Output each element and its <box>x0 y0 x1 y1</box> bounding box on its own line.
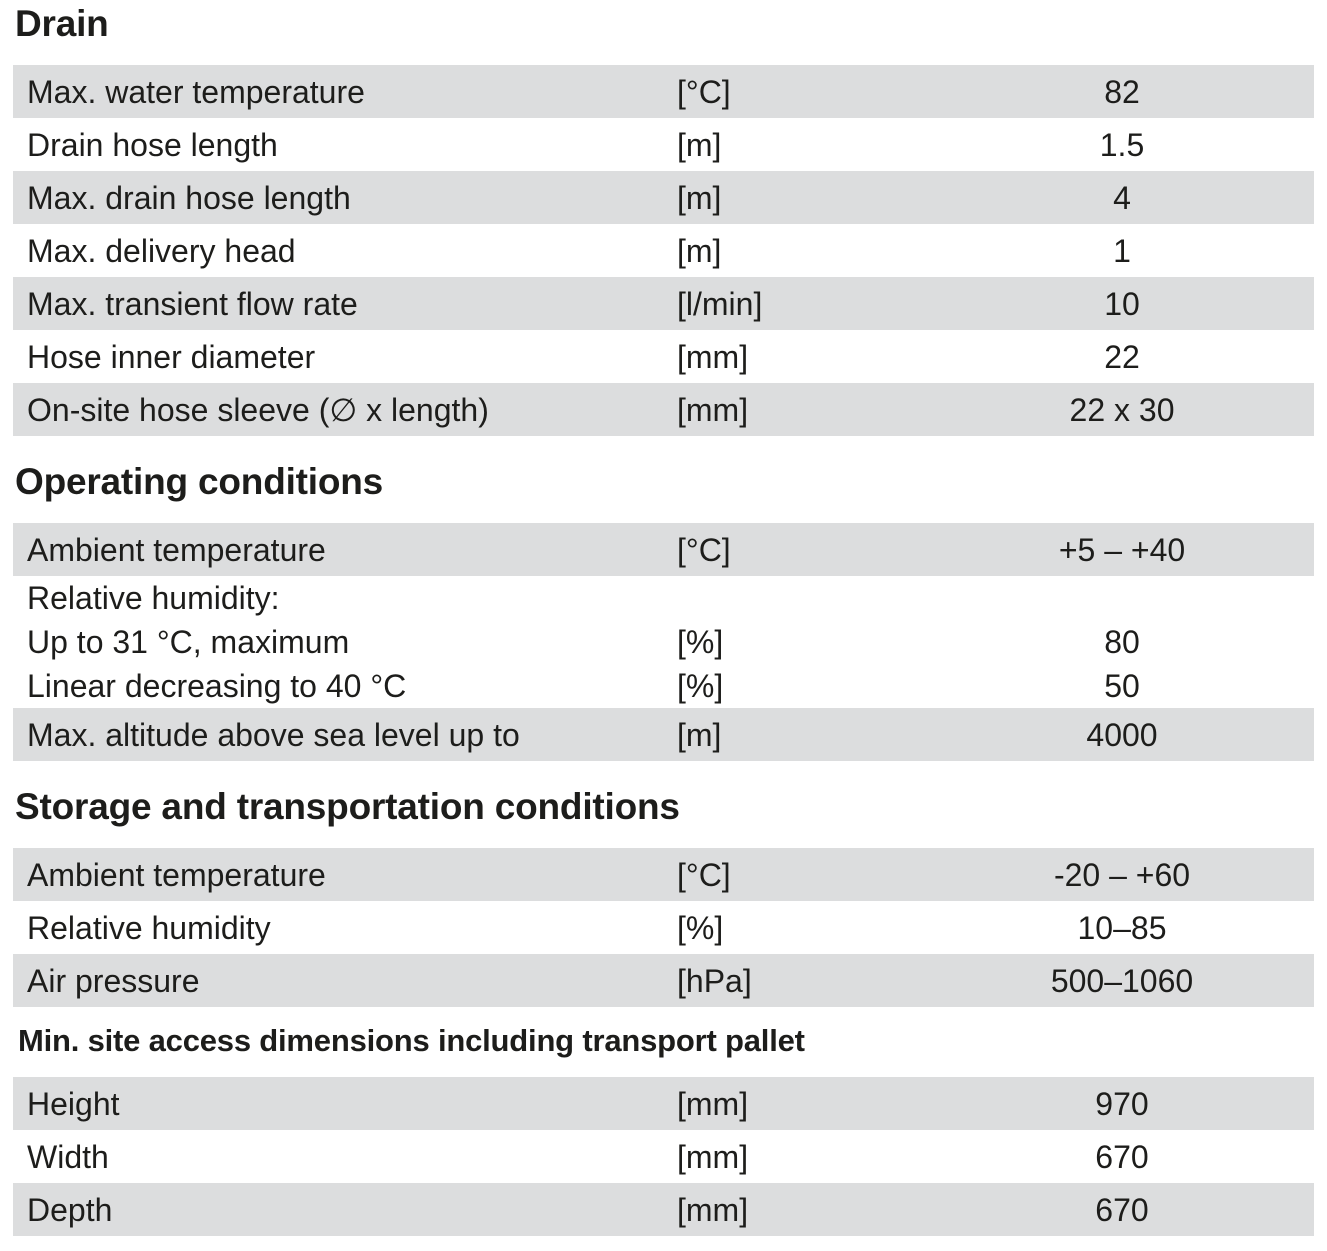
table-row: Max. transient flow rate [l/min] 10 <box>13 277 1314 330</box>
spec-value: 500–1060 <box>1050 962 1194 999</box>
spec-unit: [mm] <box>677 1138 749 1175</box>
spec-unit: [mm] <box>677 391 749 428</box>
spec-unit: [°C] <box>677 73 731 110</box>
spec-label: Max. water temperature <box>27 73 365 110</box>
spec-label: On-site hose sleeve (∅ x length) <box>27 391 489 428</box>
spec-label: Air pressure <box>27 962 200 999</box>
spec-value-line: 80 <box>1104 624 1140 660</box>
table-row: Ambient temperature [°C] +5 – +40 <box>13 523 1314 576</box>
spec-value: -20 – +60 <box>1053 856 1191 893</box>
spec-unit-line <box>677 576 930 620</box>
spec-value: 22 x 30 <box>1069 391 1175 428</box>
spec-unit: [hPa] <box>677 962 752 999</box>
table-row: Height [mm] 970 <box>13 1077 1314 1130</box>
table-row: Max. water temperature [°C] 82 <box>13 65 1314 118</box>
spec-table-site-access: Height [mm] 970 Width [mm] 670 Depth [mm… <box>13 1077 1314 1236</box>
spec-value: 22 <box>1104 338 1140 375</box>
table-row: Relative humidity [%] 10–85 <box>13 901 1314 954</box>
spec-label: Drain hose length <box>27 126 278 163</box>
table-row: Max. delivery head [m] 1 <box>13 224 1314 277</box>
table-row: Ambient temperature [°C] -20 – +60 <box>13 848 1314 901</box>
spec-value: 10–85 <box>1077 909 1167 946</box>
table-row: Relative humidity: Up to 31 °C, maximum … <box>13 576 1314 708</box>
spec-label-line: Relative humidity: <box>27 580 280 616</box>
spec-unit-line: [%] <box>677 624 724 660</box>
spec-label: Hose inner diameter <box>27 338 316 375</box>
spec-unit: [%] <box>677 909 724 946</box>
spec-value: +5 – +40 <box>1058 531 1186 568</box>
spec-unit: [mm] <box>677 1191 749 1228</box>
spec-value: 1 <box>1113 232 1131 269</box>
spec-table-drain: Max. water temperature [°C] 82 Drain hos… <box>13 65 1314 436</box>
spec-value: 4000 <box>1086 716 1158 753</box>
spec-label: Relative humidity <box>27 909 271 946</box>
spec-value-line <box>930 576 1314 620</box>
table-row: On-site hose sleeve (∅ x length) [mm] 22… <box>13 383 1314 436</box>
spec-unit: [%] [%] <box>677 576 930 708</box>
spec-label: Depth <box>27 1191 113 1228</box>
spec-value-line: 50 <box>1104 668 1140 704</box>
spec-value: 80 50 <box>930 576 1314 708</box>
spec-value: 1.5 <box>1099 126 1145 163</box>
spec-unit: [°C] <box>677 531 731 568</box>
table-row: Width [mm] 670 <box>13 1130 1314 1183</box>
spec-label: Ambient temperature <box>27 531 326 568</box>
spec-label-line: Linear decreasing to 40 °C <box>27 668 407 704</box>
spec-unit: [l/min] <box>677 285 763 322</box>
section-heading-drain: Drain <box>15 3 109 44</box>
spec-value: 670 <box>1095 1191 1149 1228</box>
spec-value: 4 <box>1113 179 1131 216</box>
spec-value: 10 <box>1104 285 1140 322</box>
spec-label: Ambient temperature <box>27 856 326 893</box>
section-heading-storage-transportation: Storage and transportation conditions <box>15 786 680 827</box>
table-row: Depth [mm] 670 <box>13 1183 1314 1236</box>
table-row: Hose inner diameter [mm] 22 <box>13 330 1314 383</box>
spec-unit: [m] <box>677 126 722 163</box>
spec-unit: [mm] <box>677 338 749 375</box>
spec-table-storage-transportation: Ambient temperature [°C] -20 – +60 Relat… <box>13 848 1314 1007</box>
table-row: Max. altitude above sea level up to [m] … <box>13 708 1314 761</box>
spec-value: 670 <box>1095 1138 1149 1175</box>
spec-label: Max. transient flow rate <box>27 285 358 322</box>
spec-unit: [m] <box>677 179 722 216</box>
spec-unit: [°C] <box>677 856 731 893</box>
table-row: Drain hose length [m] 1.5 <box>13 118 1314 171</box>
spec-unit: [m] <box>677 232 722 269</box>
spec-value: 970 <box>1095 1085 1149 1122</box>
spec-unit: [m] <box>677 716 722 753</box>
spec-label-line: Up to 31 °C, maximum <box>27 624 350 660</box>
section-heading-operating-conditions: Operating conditions <box>15 461 384 502</box>
spec-label: Max. delivery head <box>27 232 296 269</box>
spec-label: Height <box>27 1085 120 1122</box>
spec-label: Max. altitude above sea level up to <box>27 716 520 753</box>
table-row: Max. drain hose length [m] 4 <box>13 171 1314 224</box>
spec-unit: [mm] <box>677 1085 749 1122</box>
spec-value: 82 <box>1104 73 1140 110</box>
spec-label: Width <box>27 1138 109 1175</box>
spec-table-operating-conditions: Ambient temperature [°C] +5 – +40 Relati… <box>13 523 1314 761</box>
spec-label: Relative humidity: Up to 31 °C, maximum … <box>13 576 677 708</box>
spec-unit-line: [%] <box>677 668 724 704</box>
spec-label: Max. drain hose length <box>27 179 351 216</box>
table-row: Air pressure [hPa] 500–1060 <box>13 954 1314 1007</box>
section-heading-site-access: Min. site access dimensions including tr… <box>18 1023 805 1058</box>
